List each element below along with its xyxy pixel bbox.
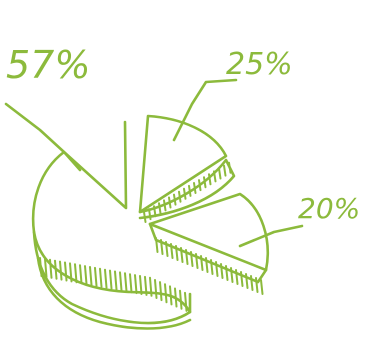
hatch-line — [144, 275, 148, 296]
hatch-line — [198, 179, 202, 192]
hatch-line — [215, 261, 219, 277]
hatch-line — [148, 208, 152, 221]
hatch-line — [179, 289, 183, 310]
hatch-line — [183, 187, 187, 200]
pie-slice-top — [138, 114, 228, 214]
pie-slice: 20% — [148, 192, 360, 295]
hatch-line — [124, 272, 128, 293]
hatch-line — [178, 190, 182, 203]
hatch-line — [160, 239, 164, 255]
hatch-line — [208, 173, 212, 186]
pie-slice: 25% — [138, 47, 293, 223]
hatch-line — [74, 263, 78, 284]
hatch-line — [230, 267, 234, 283]
hatch-line — [190, 251, 194, 267]
hatch-line — [210, 259, 214, 275]
hatch-line — [114, 270, 118, 291]
hatch-line — [250, 275, 254, 291]
hatch-line — [260, 279, 264, 295]
hatch-line — [104, 268, 108, 289]
hatch-line — [218, 167, 222, 180]
hatch-line — [220, 263, 224, 279]
hatch-line — [89, 266, 93, 286]
hatch-line — [235, 269, 239, 285]
hatch-line — [44, 257, 48, 278]
pie-slice-hatching — [143, 161, 232, 223]
pie-slice-rim — [36, 256, 192, 330]
hatch-line — [180, 247, 184, 263]
hatch-line — [129, 273, 133, 294]
hatch-line — [94, 266, 98, 287]
hatch-line — [158, 202, 162, 215]
pie-slice-hatching — [155, 237, 264, 295]
hatch-line — [153, 205, 157, 218]
hatch-line — [223, 164, 227, 177]
pie-slice-leader — [238, 224, 304, 248]
hatch-line — [54, 259, 58, 280]
hatch-line — [134, 274, 138, 295]
pie-slice-label: 25% — [226, 47, 293, 82]
hatch-line — [213, 170, 217, 183]
pie-slice-top — [31, 120, 192, 314]
hatch-line — [175, 245, 179, 261]
hatch-line — [39, 257, 43, 277]
hatch-line — [119, 271, 123, 292]
hatch-line — [184, 291, 188, 312]
pie-slice-label: 57% — [6, 43, 90, 87]
hatch-line — [169, 285, 173, 306]
hatch-line — [170, 243, 174, 259]
hatch-line — [139, 275, 143, 295]
hatch-line — [64, 261, 68, 282]
hatch-line — [240, 271, 244, 287]
hatch-line — [109, 269, 113, 290]
pie-chart-sketch: 57% 25% 20% — [4, 43, 360, 330]
hatch-line — [143, 211, 147, 223]
hatch-line — [193, 182, 197, 194]
hatch-line — [69, 262, 73, 283]
hatch-line — [84, 265, 88, 286]
hatch-line — [59, 260, 63, 281]
hatch-line — [205, 257, 209, 273]
hatch-line — [173, 193, 177, 206]
hatch-line — [165, 241, 169, 257]
hatch-line — [225, 265, 229, 281]
hatch-line — [195, 253, 199, 269]
hatch-line — [185, 249, 189, 265]
hatch-line — [200, 255, 204, 271]
pie-slice-leader — [172, 78, 238, 142]
hatch-line — [228, 161, 232, 174]
hatch-line — [49, 258, 53, 279]
hatch-line — [79, 264, 83, 285]
hatch-line — [188, 184, 192, 197]
hatch-line — [99, 267, 103, 288]
hatch-line — [149, 276, 153, 297]
hatch-line — [163, 199, 167, 212]
pie-slice-top — [148, 192, 270, 272]
pie-slice: 57% — [4, 43, 192, 330]
hatch-line — [159, 281, 163, 302]
hatch-line — [168, 196, 172, 209]
hatch-line — [174, 287, 178, 308]
hatch-line — [255, 277, 259, 293]
hatch-line — [203, 176, 207, 189]
hatch-line — [155, 237, 159, 253]
hatch-line — [154, 278, 158, 299]
hatch-line — [245, 273, 249, 289]
hatch-line — [164, 283, 168, 304]
pie-slice-label: 20% — [298, 192, 360, 225]
pie-slice-leader — [4, 102, 82, 172]
pie-slice-hatching — [39, 257, 188, 312]
